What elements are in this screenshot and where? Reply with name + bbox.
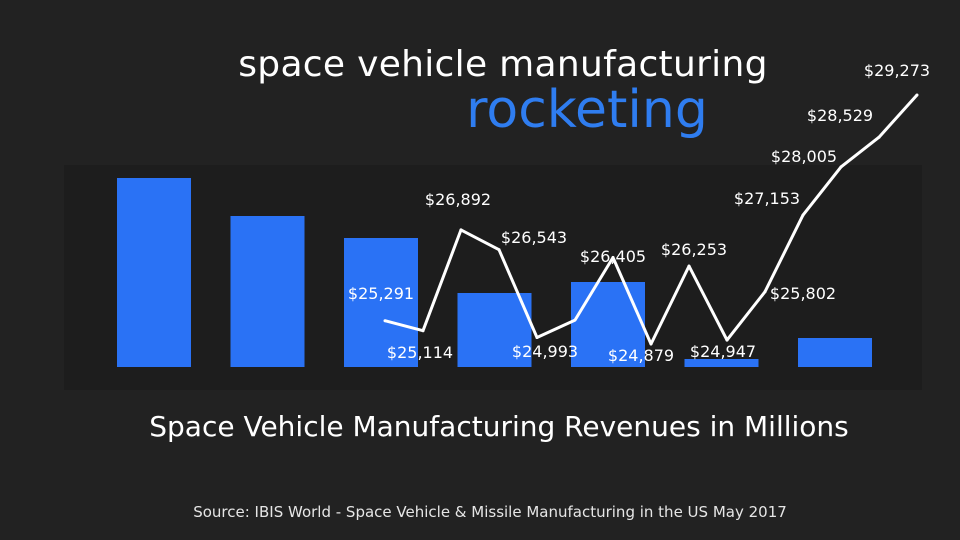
data-label-2: $25,114 <box>387 343 453 362</box>
data-label-4: $26,543 <box>501 228 567 247</box>
line-point-7 <box>611 256 615 259</box>
bar-7 <box>798 338 872 367</box>
data-label-8: $24,879 <box>608 346 674 365</box>
data-label-5: $24,993 <box>512 342 578 361</box>
bar-5 <box>571 282 645 367</box>
line-point-3 <box>459 228 463 232</box>
chart-title-line2: rocketing <box>466 80 708 140</box>
data-label-13: $28,005 <box>771 147 837 166</box>
line-point-2 <box>421 329 425 333</box>
line-point-1 <box>383 319 387 323</box>
data-label-11: $25,802 <box>770 284 836 303</box>
line-point-11 <box>763 290 767 294</box>
bar-1 <box>117 178 191 367</box>
data-label-12: $27,153 <box>734 189 800 208</box>
bar-3 <box>344 238 418 367</box>
line-point-10 <box>725 338 729 342</box>
x-axis-caption: Space Vehicle Manufacturing Revenues in … <box>149 410 849 443</box>
data-label-1: $25,291 <box>348 284 414 303</box>
line-point-9 <box>687 264 691 268</box>
bar-4 <box>457 293 532 367</box>
data-label-15: $29,273 <box>864 61 930 80</box>
line-point-12 <box>801 213 805 217</box>
data-label-14: $28,529 <box>807 106 873 125</box>
data-label-3: $26,892 <box>425 190 491 209</box>
data-label-10: $24,947 <box>690 342 756 361</box>
bar-2 <box>230 216 305 367</box>
line-point-4 <box>497 248 501 252</box>
source-note: Source: IBIS World - Space Vehicle & Mis… <box>193 503 787 521</box>
line-point-14 <box>877 135 881 139</box>
line-point-13 <box>839 165 843 169</box>
line-point-5 <box>535 336 539 339</box>
bar-6 <box>684 359 759 367</box>
line-point-8 <box>649 342 653 346</box>
data-label-9: $26,253 <box>661 240 727 259</box>
line-point-15 <box>915 93 919 97</box>
chart-title-line1: space vehicle manufacturing <box>238 44 768 85</box>
data-label-7: $26,405 <box>580 247 646 266</box>
